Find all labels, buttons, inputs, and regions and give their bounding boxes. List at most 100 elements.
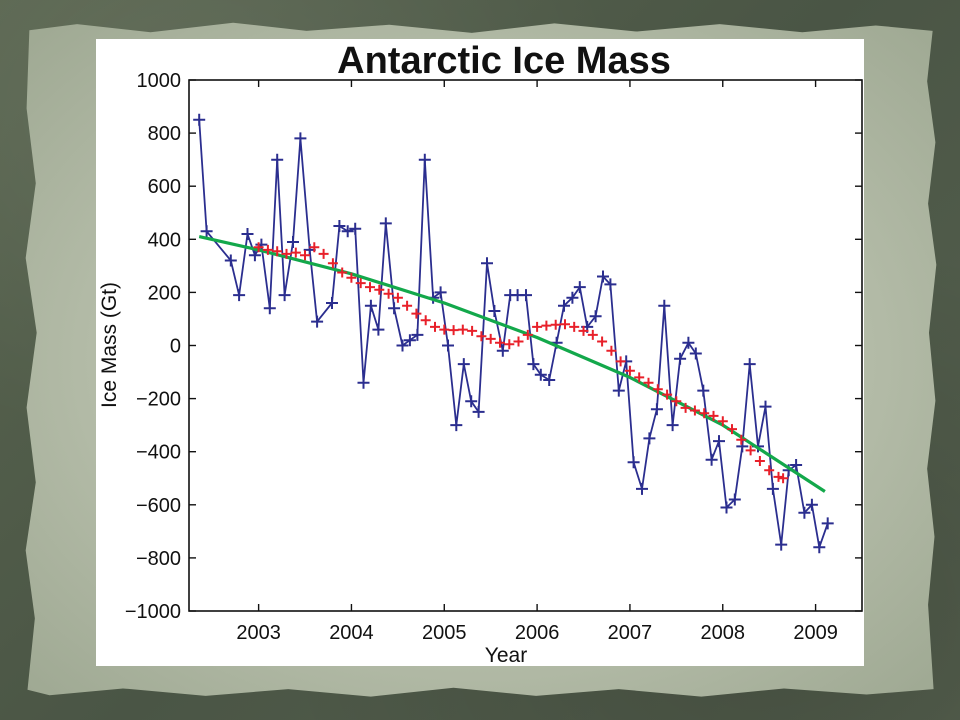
data-point xyxy=(798,506,811,519)
data-point xyxy=(705,453,718,466)
y-tick-label: −600 xyxy=(136,495,181,517)
y-tick-label: 1000 xyxy=(137,70,182,92)
data-point xyxy=(434,286,447,299)
data-point xyxy=(448,325,459,336)
data-point xyxy=(773,471,784,482)
data-point xyxy=(402,300,413,311)
y-tick-label: −400 xyxy=(136,442,181,464)
data-point xyxy=(504,339,515,350)
data-point xyxy=(759,400,772,413)
data-point xyxy=(560,319,570,330)
data-point xyxy=(300,250,310,261)
data-point xyxy=(606,345,617,356)
data-point xyxy=(439,324,450,335)
data-point xyxy=(764,465,775,476)
data-point xyxy=(442,339,454,352)
data-point xyxy=(615,356,626,367)
data-point xyxy=(643,377,654,388)
trend-line xyxy=(198,235,826,493)
y-tick-label: 200 xyxy=(148,282,181,304)
data-point xyxy=(754,456,765,466)
data-point xyxy=(713,435,725,448)
data-point xyxy=(450,419,463,432)
data-point xyxy=(496,344,509,357)
data-point xyxy=(465,395,478,408)
data-point xyxy=(481,257,493,270)
data-point xyxy=(680,402,691,413)
data-point xyxy=(224,254,237,267)
x-axis-label: Year xyxy=(485,644,527,666)
data-point xyxy=(372,323,385,336)
chart-figure: Antarctic Ice Mass 2003 2004 2005 2006 2007 2… xyxy=(96,39,864,666)
data-point xyxy=(346,272,357,283)
data-point xyxy=(379,217,392,230)
data-point xyxy=(550,319,561,330)
data-point xyxy=(430,321,440,332)
data-point xyxy=(587,329,598,340)
data-point xyxy=(652,384,663,395)
data-point xyxy=(357,376,370,389)
data-point xyxy=(727,424,737,435)
data-point xyxy=(650,403,663,416)
data-point xyxy=(318,248,329,259)
data-point xyxy=(457,324,468,335)
y-tick-label: 0 xyxy=(170,336,181,358)
data-point xyxy=(520,289,532,302)
data-point xyxy=(689,347,702,360)
data-point xyxy=(241,228,254,240)
data-point xyxy=(821,517,834,530)
data-point xyxy=(790,459,803,471)
chart-title: Antarctic Ice Mass xyxy=(337,40,671,82)
data-point xyxy=(311,315,324,328)
x-tick-label: 2003 xyxy=(236,622,281,644)
data-point xyxy=(476,331,487,342)
y-tick-label: 600 xyxy=(148,176,181,198)
y-tick-label: −200 xyxy=(136,389,181,411)
data-point xyxy=(699,408,710,419)
data-point xyxy=(411,328,424,341)
series-0 xyxy=(193,113,834,554)
data-point xyxy=(333,220,346,232)
x-tick-label: 2009 xyxy=(793,622,838,644)
data-point xyxy=(532,321,543,332)
y-tick-label: 400 xyxy=(148,229,181,251)
series-2 xyxy=(198,235,826,493)
data-point xyxy=(467,325,478,336)
data-point xyxy=(689,405,700,416)
data-point xyxy=(597,270,609,283)
data-point xyxy=(287,236,299,248)
data-point xyxy=(573,281,586,294)
data-point xyxy=(666,419,679,432)
data-point xyxy=(263,302,276,315)
data-point xyxy=(374,284,385,295)
data-point xyxy=(589,310,602,323)
data-point xyxy=(513,336,524,347)
data-point xyxy=(278,289,291,302)
data-point xyxy=(290,247,301,258)
y-axis-label: Ice Mass (Gt) xyxy=(98,282,121,408)
data-point xyxy=(604,278,617,291)
series-1 xyxy=(253,242,789,484)
data-point xyxy=(411,308,422,319)
data-point xyxy=(778,473,789,484)
series-layer xyxy=(193,113,834,554)
data-point xyxy=(364,299,377,312)
data-point xyxy=(736,434,747,445)
data-point xyxy=(612,384,625,397)
data-point xyxy=(341,225,354,238)
data-point xyxy=(388,302,401,315)
data-point xyxy=(720,501,733,514)
data-point xyxy=(775,538,788,551)
data-point xyxy=(624,365,635,376)
data-point xyxy=(271,153,284,166)
data-point xyxy=(543,374,556,386)
data-point xyxy=(728,493,741,506)
data-point xyxy=(233,289,246,302)
data-point xyxy=(766,482,779,495)
data-point xyxy=(627,456,640,469)
data-point xyxy=(674,352,687,365)
data-point xyxy=(662,389,673,400)
data-point xyxy=(634,372,645,383)
data-point xyxy=(569,321,580,332)
ice-mass-chart: Antarctic Ice Mass 2003 2004 2005 2006 2007 2… xyxy=(98,40,863,666)
